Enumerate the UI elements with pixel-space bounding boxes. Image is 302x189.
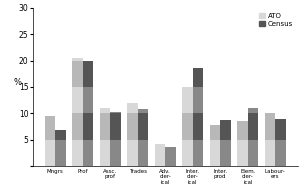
Bar	[237, 140, 248, 166]
Bar	[265, 113, 275, 140]
Bar	[138, 113, 148, 140]
Bar	[210, 125, 220, 140]
Bar	[127, 103, 138, 113]
Bar	[165, 147, 176, 166]
Bar	[45, 140, 55, 166]
Bar	[237, 121, 248, 140]
Bar	[275, 119, 286, 140]
Bar	[82, 113, 93, 140]
Bar	[193, 87, 203, 113]
Bar	[110, 140, 120, 166]
Bar	[220, 120, 231, 140]
Bar	[72, 60, 82, 87]
Bar	[100, 108, 110, 113]
Bar	[45, 116, 55, 140]
Bar	[72, 87, 82, 113]
Bar	[182, 140, 193, 166]
Bar	[72, 113, 82, 140]
Bar	[138, 109, 148, 113]
Bar	[210, 140, 220, 166]
Bar	[275, 140, 286, 166]
Bar	[248, 113, 258, 140]
Bar	[110, 112, 120, 113]
Bar	[100, 113, 110, 140]
Bar	[248, 108, 258, 113]
Bar	[193, 68, 203, 87]
Bar	[100, 140, 110, 166]
Bar	[82, 60, 93, 87]
Bar	[182, 87, 193, 113]
Bar	[193, 140, 203, 166]
Bar	[72, 58, 82, 60]
Bar	[72, 140, 82, 166]
Bar	[265, 140, 275, 166]
Bar	[127, 140, 138, 166]
Bar	[248, 140, 258, 166]
Bar	[82, 140, 93, 166]
Y-axis label: %: %	[13, 78, 21, 87]
Bar	[55, 140, 66, 166]
Legend: ATO, Census: ATO, Census	[257, 11, 294, 28]
Bar	[82, 87, 93, 113]
Bar	[55, 130, 66, 140]
Bar	[193, 113, 203, 140]
Bar	[110, 113, 120, 140]
Bar	[155, 144, 165, 166]
Bar	[182, 113, 193, 140]
Bar	[220, 140, 231, 166]
Bar	[138, 140, 148, 166]
Bar	[127, 113, 138, 140]
